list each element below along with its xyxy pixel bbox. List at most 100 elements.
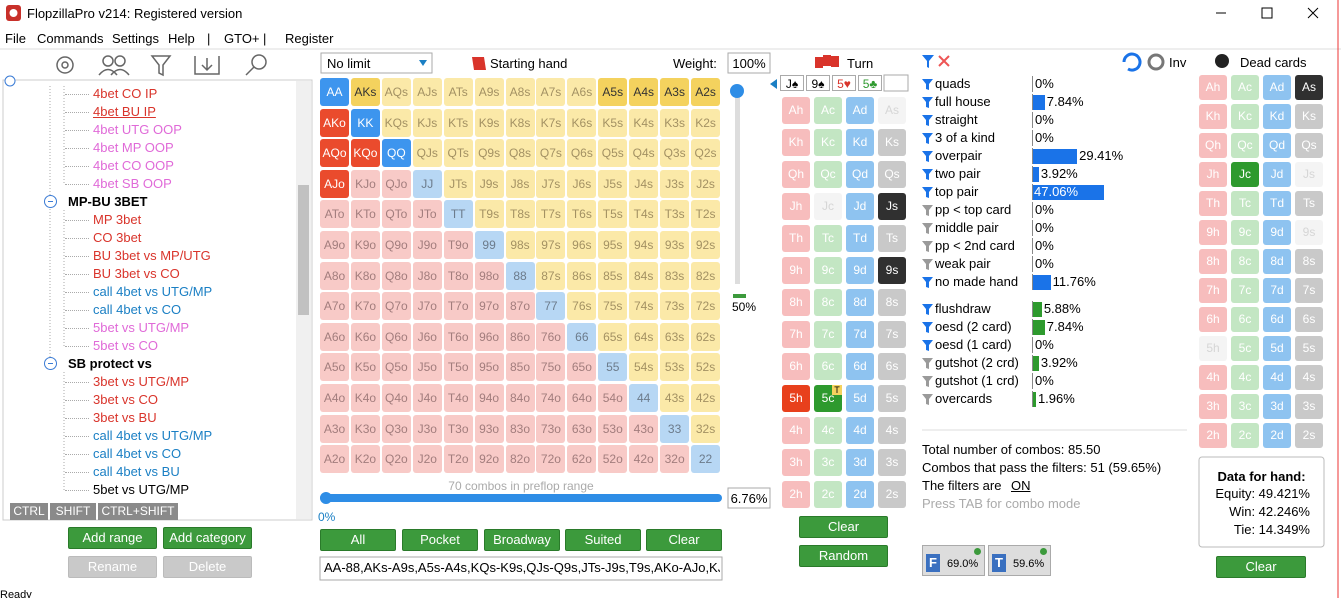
hand-cell[interactable]: 86s xyxy=(567,261,597,290)
hand-cell[interactable]: 95s xyxy=(598,231,628,259)
dead-card[interactable]: Qd xyxy=(1263,133,1291,158)
turn-card[interactable]: 3h xyxy=(782,449,810,476)
hand-button[interactable]: Broadway xyxy=(484,529,560,551)
turn-card[interactable]: Ts xyxy=(878,225,906,252)
refresh-icon[interactable] xyxy=(1122,52,1142,72)
dead-card[interactable]: 6d xyxy=(1263,307,1291,332)
dead-card[interactable]: Kd xyxy=(1263,104,1291,129)
turn-card[interactable]: Kh xyxy=(782,129,810,156)
turn-card[interactable]: 2h xyxy=(782,481,810,508)
turn-card[interactable]: Ad xyxy=(846,97,874,124)
board-card[interactable]: J♠ xyxy=(780,75,804,91)
hand-cell[interactable]: J7o xyxy=(412,292,442,321)
turn-card[interactable]: 5h xyxy=(782,385,810,412)
hand-cell[interactable]: 52s xyxy=(691,353,721,382)
hand-cell[interactable]: A7o xyxy=(320,292,349,321)
hand-cell[interactable]: 54o xyxy=(598,384,628,412)
menu-item[interactable]: | xyxy=(263,31,267,46)
dead-card[interactable]: Ac xyxy=(1231,75,1259,100)
turn-card[interactable]: 4h xyxy=(782,417,810,444)
hand-cell[interactable]: 98o xyxy=(474,261,504,290)
hand-cell[interactable]: J3o xyxy=(412,414,442,443)
hand-cell[interactable]: JTo xyxy=(412,200,442,229)
menu-item[interactable]: GTO+ xyxy=(224,31,260,46)
hand-cell[interactable]: 62s xyxy=(691,322,721,351)
dead-card[interactable]: 7s xyxy=(1295,278,1323,303)
range-button[interactable]: Add range xyxy=(68,527,157,549)
dead-card[interactable]: As xyxy=(1295,75,1323,100)
tree-item[interactable]: 5bet vs CO xyxy=(93,338,159,353)
hand-cell[interactable]: Q9s xyxy=(474,139,504,168)
turn-card[interactable]: Kc xyxy=(814,129,842,156)
dead-card[interactable]: 7c xyxy=(1231,278,1259,303)
hand-cell[interactable]: 99 xyxy=(474,231,504,259)
dead-card[interactable]: Qh xyxy=(1199,133,1227,158)
hand-cell[interactable]: Q2s xyxy=(691,139,721,168)
hand-button[interactable]: Clear xyxy=(646,529,722,551)
hand-cell[interactable]: 43s xyxy=(660,384,690,412)
hand-cell[interactable]: KQs xyxy=(381,108,411,137)
hand-cell[interactable]: T5s xyxy=(598,200,628,229)
hand-cell[interactable]: Q4o xyxy=(381,384,411,412)
dead-card[interactable]: 5s xyxy=(1295,336,1323,361)
hand-cell[interactable]: K3o xyxy=(350,414,380,443)
hand-cell[interactable]: AQs xyxy=(381,78,411,106)
menu-item[interactable]: File xyxy=(5,31,26,46)
progress-thumb[interactable] xyxy=(320,492,332,504)
hand-button[interactable]: All xyxy=(320,529,396,551)
hand-cell[interactable]: ATs xyxy=(443,78,473,106)
hand-cell[interactable]: J2o xyxy=(412,445,442,474)
turn-card[interactable]: Qd xyxy=(846,161,874,188)
tree-item[interactable]: 4bet CO OOP xyxy=(93,158,174,173)
turn-card[interactable]: 8d xyxy=(846,289,874,316)
tree-item[interactable]: 4bet SB OOP xyxy=(93,176,172,191)
filter-icon[interactable] xyxy=(922,340,933,351)
hand-cell[interactable]: K7s xyxy=(536,108,566,137)
tree-item[interactable]: 4bet MP OOP xyxy=(93,140,174,155)
hand-cell[interactable]: 82o xyxy=(505,445,535,474)
hand-cell[interactable]: 92o xyxy=(474,445,504,474)
tree-expander[interactable] xyxy=(4,75,16,87)
hand-cell[interactable]: 93s xyxy=(660,231,690,259)
left-toolbar[interactable] xyxy=(56,54,267,77)
hand-cell[interactable]: Q6o xyxy=(381,322,411,351)
hand-cell[interactable]: 96o xyxy=(474,322,504,351)
hand-cell[interactable]: T6o xyxy=(443,322,473,351)
range-button[interactable]: Delete xyxy=(163,556,252,578)
turn-card[interactable]: 2d xyxy=(846,481,874,508)
dead-card[interactable]: 3s xyxy=(1295,394,1323,419)
filter-icon[interactable] xyxy=(922,79,933,90)
turn-card[interactable]: 5c T xyxy=(814,385,842,412)
dead-card[interactable]: Jd xyxy=(1263,162,1291,187)
hand-cell[interactable]: J6s xyxy=(567,169,597,198)
turn-card[interactable]: Kd xyxy=(846,129,874,156)
hand-cell[interactable]: T8o xyxy=(443,261,473,290)
filter-badge[interactable]: T 59.6% xyxy=(988,545,1051,576)
hand-cell[interactable]: T9o xyxy=(443,231,473,259)
hand-cell[interactable]: Q2o xyxy=(381,445,411,474)
board-card[interactable]: 5♣ xyxy=(858,75,882,91)
turn-card[interactable]: Qh xyxy=(782,161,810,188)
hand-cell[interactable]: T2o xyxy=(443,445,473,474)
hand-cell[interactable]: 85o xyxy=(505,353,535,382)
tree-item[interactable]: 3bet vs UTG/MP xyxy=(93,374,190,389)
filter-icon[interactable] xyxy=(922,304,933,315)
hand-cell[interactable]: 93o xyxy=(474,414,504,443)
hand-cell[interactable]: J4s xyxy=(629,169,659,198)
hand-cell[interactable]: J5o xyxy=(412,353,442,382)
menu-item[interactable]: | xyxy=(207,31,211,46)
hand-cell[interactable]: 63o xyxy=(567,414,597,443)
stat-name[interactable]: two pair xyxy=(935,166,981,181)
hand-cell[interactable]: Q7s xyxy=(536,139,566,168)
maximize[interactable] xyxy=(1261,7,1273,19)
stat-name[interactable]: top pair xyxy=(935,184,979,199)
hand-cell[interactable]: QTo xyxy=(381,200,411,229)
hand-cell[interactable]: K9o xyxy=(350,231,380,259)
hand-cell[interactable]: J6o xyxy=(412,322,442,351)
turn-button[interactable]: Clear xyxy=(799,516,888,538)
hand-cell[interactable]: 75s xyxy=(598,292,628,321)
hand-cell[interactable]: K2s xyxy=(691,108,721,137)
menu-item[interactable]: Settings xyxy=(112,31,159,46)
hand-cell[interactable]: 43o xyxy=(629,414,659,443)
filter-icon[interactable] xyxy=(922,133,933,144)
